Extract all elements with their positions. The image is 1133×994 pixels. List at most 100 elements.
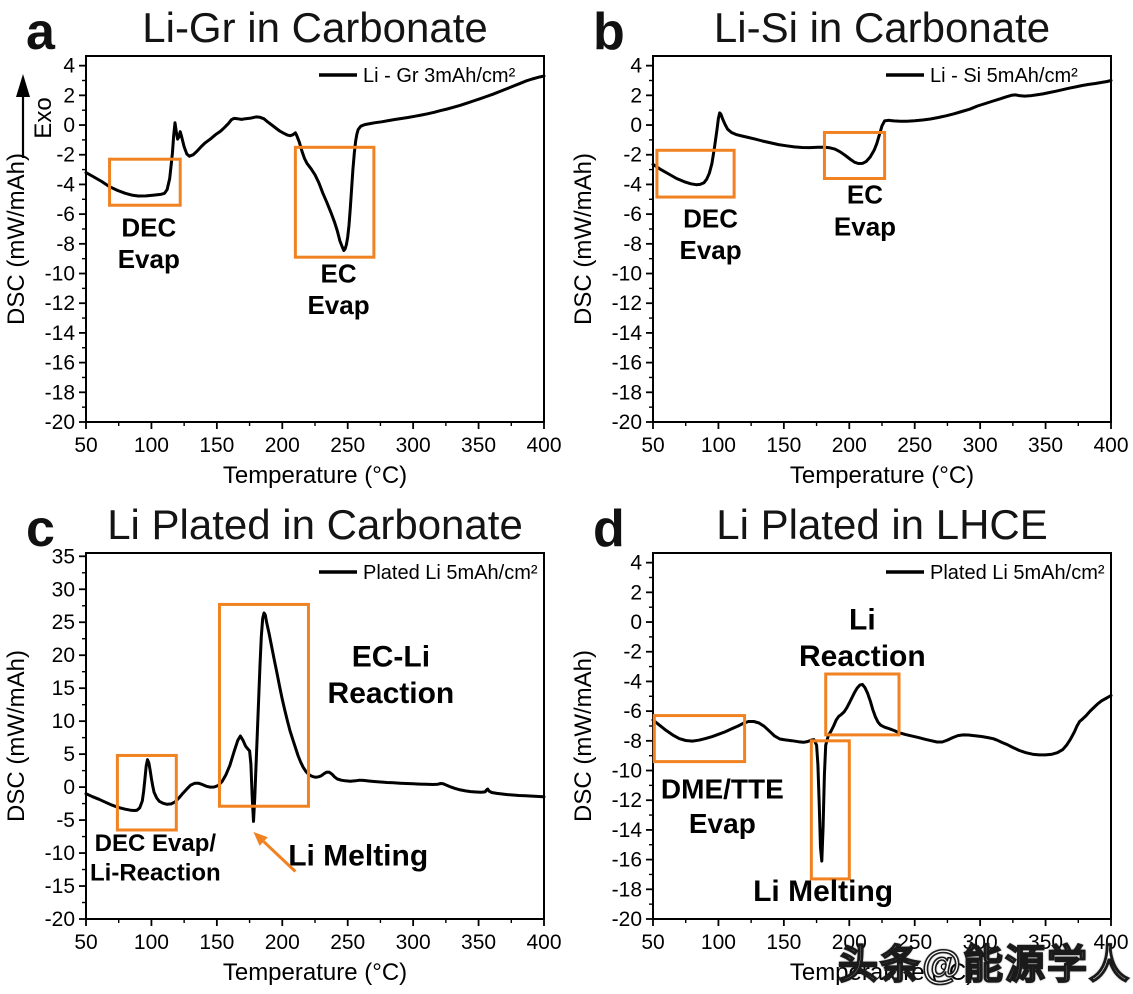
dsc-curve — [651, 682, 1113, 863]
y-axis-label: DSC (mW/mAh) — [3, 153, 30, 325]
y-tick-label: 0 — [63, 776, 75, 799]
panel-letter-c: c — [26, 500, 55, 558]
annotation-box — [655, 148, 736, 199]
y-axis-label: DSC (mW/mAh) — [570, 650, 597, 822]
y-tick-label: 20 — [52, 644, 75, 667]
x-tick-label: 50 — [74, 434, 97, 457]
y-tick-label: -16 — [45, 352, 75, 375]
y-tick-label: -10 — [612, 263, 642, 286]
panel-title-b: Li-Si in Carbonate — [713, 4, 1051, 51]
y-tick-label: -14 — [612, 322, 643, 345]
y-tick-label: -18 — [45, 381, 75, 404]
legend-label: Li - Si 5mAh/cm² — [930, 65, 1078, 87]
y-tick-label: 5 — [63, 743, 75, 766]
y-tick-label: 15 — [52, 677, 75, 700]
annotation-box — [115, 753, 178, 832]
x-tick-label: 350 — [461, 931, 496, 954]
x-tick-label: 150 — [199, 931, 234, 954]
x-tick-label: 250 — [897, 434, 932, 457]
x-tick-label: 250 — [330, 931, 365, 954]
y-tick-label: -10 — [45, 842, 75, 865]
x-tick-label: 400 — [526, 434, 561, 457]
x-tick-label: 100 — [134, 434, 169, 457]
annotation-arrow-line — [262, 840, 297, 873]
annotation-label: EC Evap — [307, 258, 369, 320]
legend-label: Li - Gr 3mAh/cm² — [363, 65, 516, 87]
y-tick-label: -8 — [623, 233, 642, 256]
annotation-label: DEC Evap — [118, 212, 180, 274]
annotation-box — [824, 672, 901, 737]
annotation-label: DEC Evap/Li-Reaction — [90, 830, 221, 886]
annotation-label: EC Evap — [834, 180, 896, 242]
chart-c: 50 100 150 200 250 300 350 40035302520151050-5-… — [3, 545, 562, 986]
dsc-curve — [84, 611, 546, 823]
y-tick-label: -12 — [612, 292, 642, 315]
annotation-box — [217, 602, 310, 808]
y-tick-label: -2 — [56, 144, 75, 167]
y-tick-label: -16 — [612, 352, 642, 375]
x-tick-label: 100 — [701, 434, 736, 457]
y-tick-label: -6 — [623, 203, 642, 226]
x-tick-label: 350 — [1028, 931, 1063, 954]
dsc-curve — [651, 79, 1113, 187]
y-tick-label: -20 — [612, 411, 642, 434]
y-axis-label: DSC (mW/mAh) — [570, 153, 597, 325]
y-tick-label: 4 — [63, 55, 75, 78]
watermark: 头条@能源学人 — [837, 942, 1131, 988]
y-tick-label: 2 — [630, 581, 642, 604]
y-tick-label: -18 — [612, 381, 642, 404]
y-tick-label: 0 — [630, 611, 642, 634]
y-tick-label: -10 — [612, 760, 642, 783]
panel-title-c: Li Plated in Carbonate — [107, 501, 523, 548]
panel-c: 50 100 150 200 250 300 350 400 35 30 25 20 15 10 5 0 -5-… — [0, 497, 566, 994]
y-tick-label: -14 — [612, 819, 643, 842]
dsc-curve — [84, 74, 546, 252]
y-tick-label: -14 — [45, 322, 76, 345]
annotation-label: DME/TTE Evap — [661, 774, 784, 839]
panel-letter-a: a — [26, 3, 55, 61]
x-tick-label: 350 — [1028, 434, 1063, 457]
y-tick-label: -20 — [612, 908, 642, 931]
x-tick-label: 200 — [265, 434, 300, 457]
y-tick-label: -4 — [623, 173, 642, 196]
annotation-label: Li Melting — [753, 875, 893, 908]
x-tick-label: 300 — [963, 931, 998, 954]
x-tick-label: 100 — [134, 931, 169, 954]
annotation-label: Li Reaction — [799, 603, 926, 673]
panel-title-d: Li Plated in LHCE — [716, 501, 1048, 548]
y-tick-label: 35 — [52, 545, 75, 568]
y-tick-label: -18 — [612, 878, 642, 901]
y-axis-label: DSC (mW/mAh) — [3, 650, 30, 822]
x-tick-label: 150 — [199, 434, 234, 457]
panel-title-a: Li-Gr in Carbonate — [142, 4, 488, 51]
x-tick-label: 250 — [330, 434, 365, 457]
x-tick-label: 300 — [396, 931, 431, 954]
panel-b: 50 100 150 200 250 300 350 400 4 2 0 -2 -4 -6 -8 -10 -12… — [567, 0, 1133, 497]
panel-d: 50 100 150 200 250 300 350 400 4 2 0 -2 -4 -6 -8 -10 -12… — [567, 497, 1133, 994]
y-tick-label: -10 — [45, 263, 75, 286]
y-tick-label: 2 — [630, 84, 642, 107]
x-axis-label: Temperature (°C) — [790, 959, 974, 986]
x-tick-label: 50 — [74, 931, 97, 954]
y-tick-label: 0 — [630, 114, 642, 137]
y-tick-label: 25 — [52, 611, 75, 634]
y-tick-label: 2 — [63, 84, 75, 107]
y-tick-label: -4 — [623, 670, 642, 693]
x-tick-label: 50 — [641, 931, 664, 954]
y-tick-label: -16 — [612, 849, 642, 872]
y-tick-label: 30 — [52, 578, 75, 601]
y-tick-label: -12 — [45, 292, 75, 315]
y-tick-label: 4 — [630, 55, 642, 78]
x-axis-label: Temperature (°C) — [223, 462, 407, 489]
x-tick-label: 250 — [897, 931, 932, 954]
annotation-label: Li Melting — [288, 840, 428, 873]
x-tick-label: 400 — [1093, 931, 1128, 954]
x-tick-label: 150 — [766, 931, 801, 954]
y-tick-label: -2 — [623, 144, 642, 167]
exo-arrow-head — [16, 74, 30, 97]
x-tick-label: 400 — [526, 931, 561, 954]
x-tick-label: 200 — [832, 931, 867, 954]
annotation-label: DEC Evap — [679, 203, 741, 265]
annotation-arrow-head — [253, 831, 268, 846]
